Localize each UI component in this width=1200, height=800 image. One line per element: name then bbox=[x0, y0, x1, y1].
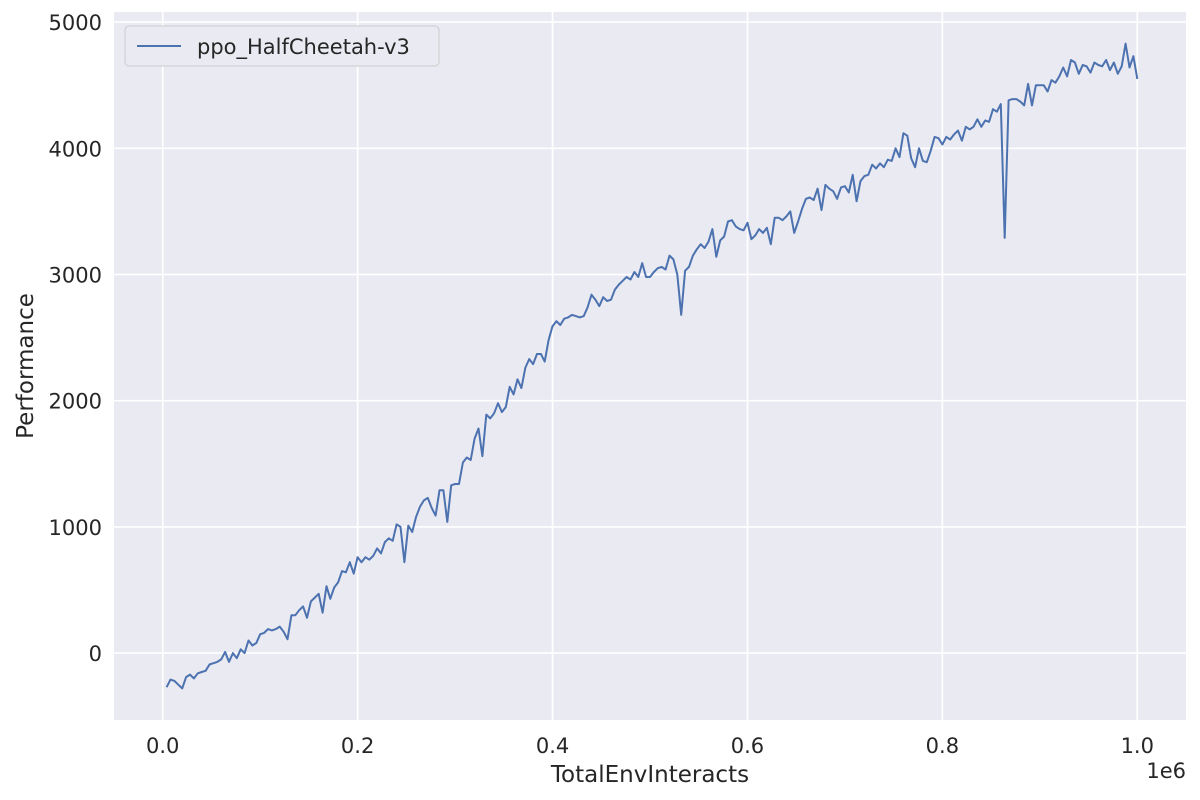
y-tick-label: 3000 bbox=[49, 264, 102, 288]
plot-background bbox=[114, 12, 1186, 720]
y-tick-label: 2000 bbox=[49, 390, 102, 414]
legend-box bbox=[124, 25, 440, 67]
legend-label-ppo-halfcheetah: ppo_HalfCheetah-v3 bbox=[197, 35, 410, 60]
y-axis-label: Performance bbox=[13, 293, 39, 439]
y-tick-label: 5000 bbox=[49, 11, 102, 35]
y-tick-label: 1000 bbox=[49, 516, 102, 540]
x-axis-label: TotalEnvInteracts bbox=[550, 762, 749, 788]
y-tick-label: 0 bbox=[89, 642, 102, 666]
x-tick-label: 0.0 bbox=[146, 734, 179, 758]
tick-labels: 0.0 0.2 0.4 0.6 0.8 1.0 0 1000 2000 3000 4000 5000 bbox=[49, 11, 1154, 758]
x-tick-label: 0.6 bbox=[731, 734, 764, 758]
x-tick-label: 0.2 bbox=[341, 734, 374, 758]
series-line-ppo-halfcheetah[interactable] bbox=[165, 42, 1139, 690]
x-axis-offset-label: 1e6 bbox=[1146, 759, 1186, 783]
legend: ppo_HalfCheetah-v3 bbox=[124, 25, 440, 67]
x-tick-label: 1.0 bbox=[1121, 734, 1154, 758]
x-tick-label: 0.8 bbox=[926, 734, 959, 758]
y-tick-label: 4000 bbox=[49, 137, 102, 161]
series-lines[interactable] bbox=[165, 42, 1139, 690]
grid-lines bbox=[114, 12, 1186, 720]
x-tick-label: 0.4 bbox=[536, 734, 569, 758]
